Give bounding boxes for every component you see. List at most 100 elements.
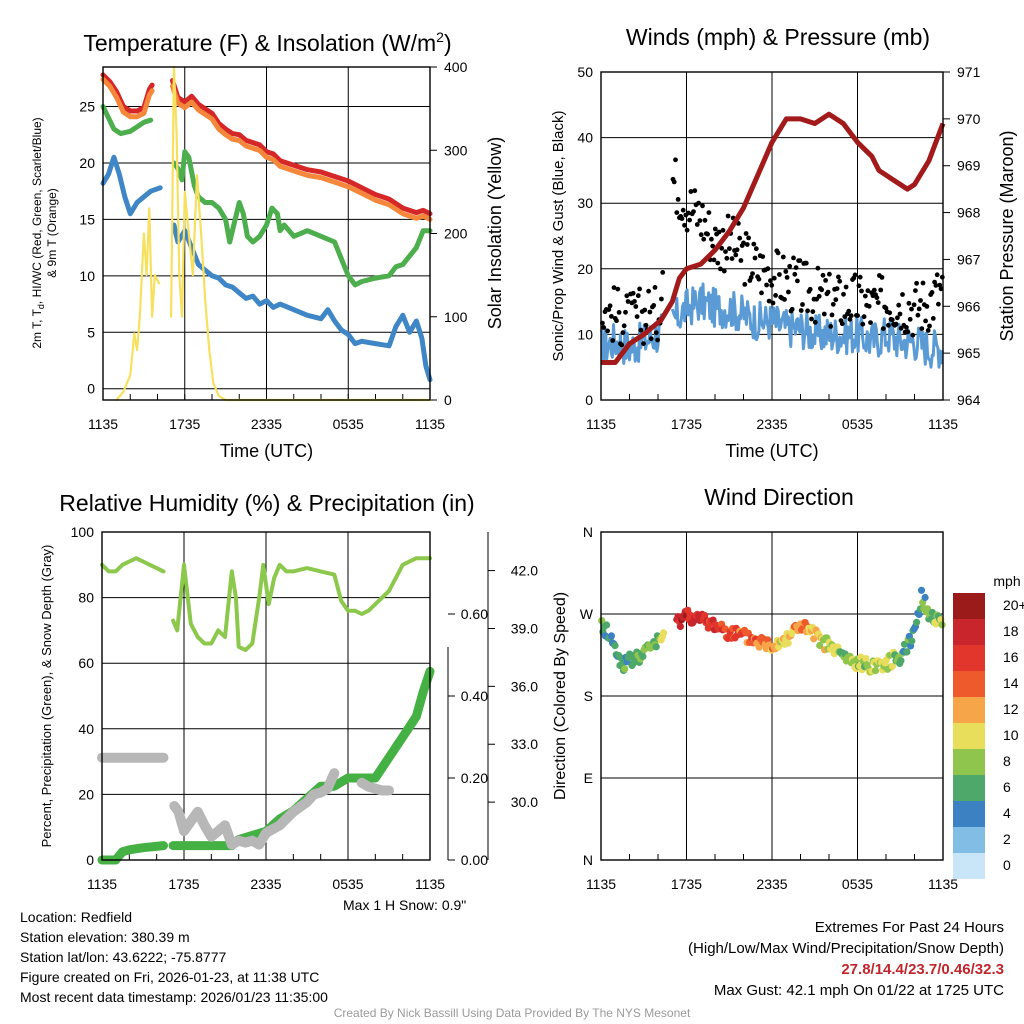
x-tick-label: 0535 [842, 416, 873, 432]
direction-point [816, 641, 824, 650]
gust-point [887, 310, 893, 316]
gust-point [753, 246, 759, 252]
x-tick-label: 1135 [586, 876, 616, 892]
ylabel-part: , HI/WC (Red, Green, Scarlet/Blue) [30, 117, 44, 304]
series-precip-line [97, 841, 168, 865]
gust-point [646, 288, 651, 294]
gust-point [815, 265, 821, 271]
extremes-panel: Extremes For Past 24 Hours (High/Low/Max… [688, 917, 1004, 1001]
gust-point [621, 323, 627, 329]
gust-point [860, 321, 866, 327]
gust-point [616, 310, 622, 315]
direction-point [900, 640, 909, 648]
gust-point [711, 257, 717, 263]
gust-point [716, 229, 722, 235]
gust-point [807, 286, 813, 292]
most-recent-timestamp: Most recent data timestamp: 2026/01/23 1… [20, 989, 328, 1005]
station-latlon: Station lat/lon: 43.6222; -75.8777 [20, 949, 227, 965]
precip-tick-label: 0.40 [461, 688, 488, 704]
title-superscript: 2 [436, 29, 444, 45]
direction-point [621, 665, 629, 673]
gust-point [702, 217, 708, 223]
gust-point [883, 305, 889, 311]
gust-point [920, 280, 926, 286]
humidity-title: Relative Humidity (%) & Precipitation (i… [59, 490, 474, 516]
legend-label: 6 [1003, 779, 1011, 795]
gust-point [805, 308, 810, 314]
x-tick-label: 1135 [415, 416, 445, 432]
legend-label: 16 [1003, 649, 1019, 665]
y-tick-label: 40 [577, 130, 593, 146]
direction-ylabel: Direction (Colored By Speed) [552, 592, 569, 800]
legend-swatch [953, 801, 985, 827]
y-tick-label: 20 [78, 786, 94, 802]
direction-point [888, 662, 897, 670]
series-snow-line [356, 777, 394, 796]
gust-point [929, 290, 935, 295]
y-tick-label: S [584, 688, 593, 704]
y-tick-label: 0 [86, 852, 94, 868]
y-tick-label: 40 [78, 721, 94, 737]
gust-point [673, 157, 678, 163]
gust-point [641, 341, 646, 346]
gust-point [856, 283, 862, 289]
temperature-title: Temperature (F) & Insolation (W/m2) [83, 29, 451, 56]
gust-point [861, 314, 867, 320]
x-tick-label: 1735 [671, 416, 702, 432]
gust-point [913, 288, 918, 293]
legend-swatch [953, 593, 985, 619]
gust-point [637, 286, 642, 292]
legend-label: 10 [1003, 727, 1019, 743]
gust-point [601, 325, 607, 330]
gust-point [610, 338, 616, 343]
station-location: Location: Redfield [20, 909, 133, 925]
winds-title: Winds (mph) & Pressure (mb) [626, 24, 930, 50]
y-tick-label: 10 [577, 326, 593, 342]
gust-point [733, 252, 739, 258]
gust-point [760, 254, 766, 259]
legend-label: 0 [1003, 857, 1011, 873]
gust-point [934, 272, 940, 278]
gust-point [633, 304, 639, 309]
gust-point [910, 332, 916, 338]
y2-tick-label: 964 [957, 392, 981, 408]
x-tick-label: 1135 [87, 876, 117, 892]
gust-point [635, 293, 641, 299]
direction-point [603, 621, 611, 629]
gust-point [718, 266, 723, 272]
direction-point [598, 617, 606, 625]
gust-point [825, 289, 831, 295]
ylabel-part: 2m T, T [30, 308, 44, 348]
gust-point [862, 293, 868, 299]
gust-point [630, 290, 636, 296]
gust-point [816, 293, 822, 299]
gust-point [751, 241, 757, 247]
gust-point [775, 250, 781, 256]
gust-point [624, 293, 630, 299]
legend-swatch [953, 619, 985, 645]
title-tail: ) [444, 30, 452, 56]
y-tick-label: 25 [79, 99, 95, 115]
legend-label: 14 [1003, 675, 1019, 691]
gust-point [795, 278, 800, 284]
gust-point [820, 272, 826, 278]
gust-point [710, 243, 716, 249]
gust-point [623, 309, 628, 315]
gust-point [634, 314, 640, 319]
gust-point [614, 318, 619, 324]
y2-tick-label: 970 [957, 111, 981, 127]
extremes-subtitle: (High/Low/Max Wind/Precipitation/Snow De… [688, 940, 1004, 957]
gust-point [895, 315, 900, 321]
gust-point [724, 255, 730, 261]
x-tick-label: 2335 [756, 876, 787, 892]
gust-point [918, 298, 923, 303]
precip-tick-label: 0.60 [461, 606, 488, 622]
y2-tick-label: 0 [444, 392, 452, 408]
gust-point [770, 300, 776, 306]
direction-frame [600, 531, 944, 861]
direction-point [913, 618, 921, 626]
y-tick-label: 100 [71, 524, 95, 540]
gust-point [615, 286, 621, 292]
gust-point [905, 329, 911, 335]
direction-point [917, 586, 926, 594]
